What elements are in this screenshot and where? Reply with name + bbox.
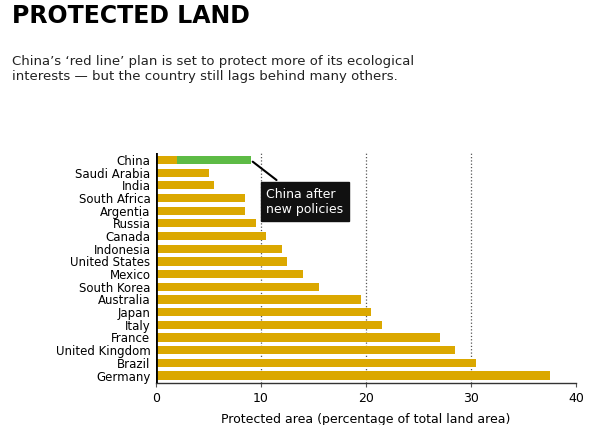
Bar <box>156 295 361 303</box>
Bar <box>177 156 251 164</box>
Text: PROTECTED LAND: PROTECTED LAND <box>12 4 250 28</box>
Bar <box>156 194 245 202</box>
Bar <box>156 270 303 278</box>
Bar <box>156 257 287 266</box>
Bar <box>156 207 245 215</box>
Bar <box>156 232 266 240</box>
Bar <box>156 245 282 253</box>
Bar <box>156 308 371 316</box>
Bar <box>156 359 476 367</box>
Bar <box>156 219 256 227</box>
Bar <box>156 156 177 164</box>
X-axis label: Protected area (percentage of total land area): Protected area (percentage of total land… <box>221 413 511 425</box>
Bar <box>156 283 319 291</box>
Bar <box>156 346 455 354</box>
Bar <box>156 371 550 380</box>
Bar <box>156 321 382 329</box>
Bar <box>156 333 439 342</box>
Text: China after
new policies: China after new policies <box>253 162 343 216</box>
Text: China’s ‘red line’ plan is set to protect more of its ecological
interests — but: China’s ‘red line’ plan is set to protec… <box>12 55 414 83</box>
Bar <box>156 181 214 190</box>
Bar <box>156 169 209 177</box>
